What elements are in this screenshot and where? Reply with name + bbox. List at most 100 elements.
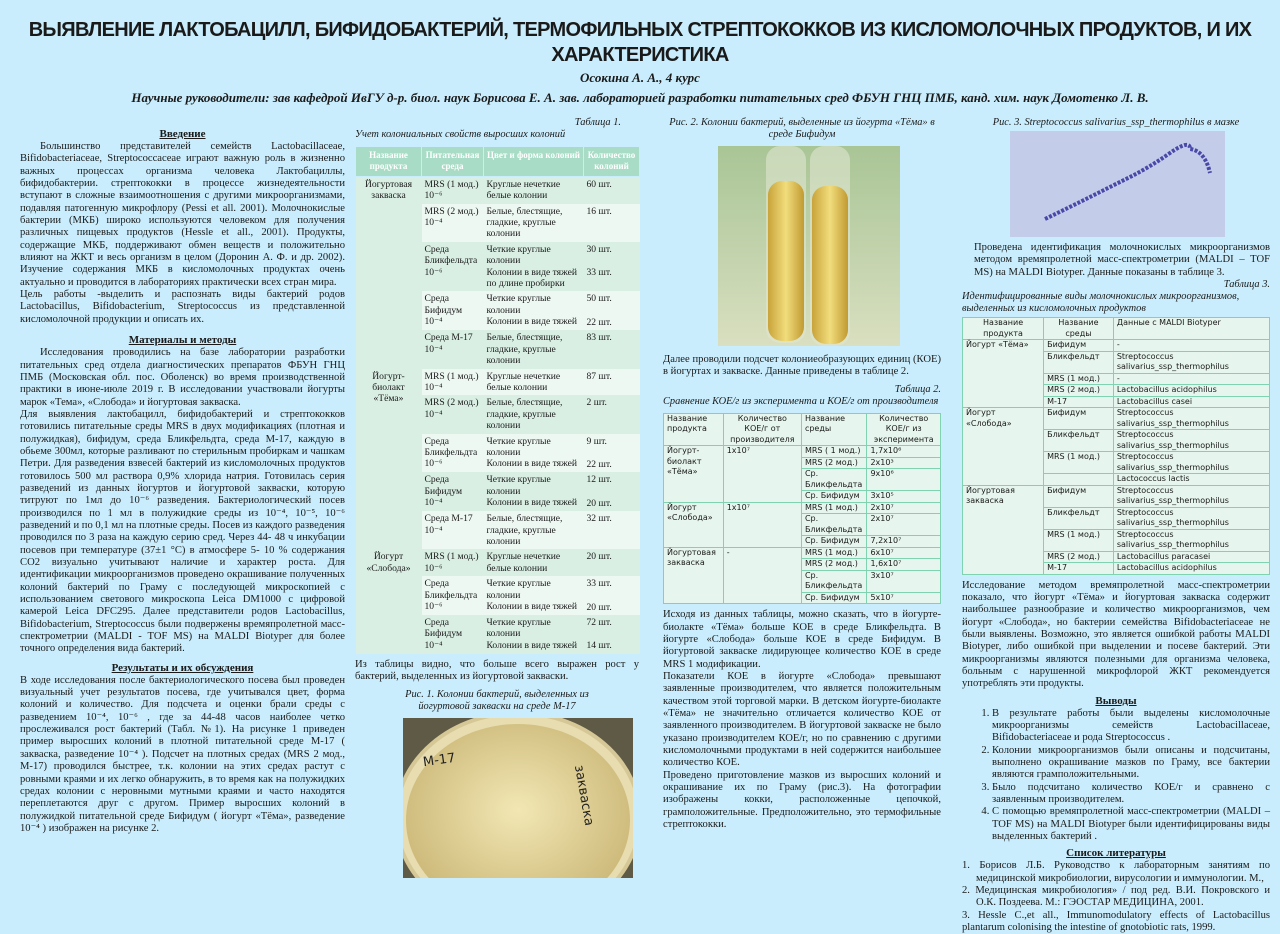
count-value: 16 шт. — [586, 205, 612, 217]
table-row: Ср. Бликфельдта 3x10⁷ — [664, 569, 941, 593]
product-cell: Йогуртовая закваска — [355, 176, 422, 369]
description-line: Белые, блестящие, гладкие, круглые колон… — [486, 205, 563, 240]
description-line: Круглые нечеткие белые колонии — [486, 370, 561, 393]
maldi-result-cell: Streptococcus salivarius_ssp_thermophilu… — [1112, 506, 1271, 530]
column-header: Данные с MALDI Biotyper — [1112, 317, 1271, 341]
maldi-discussion: Исследование методом времяпролетной масс… — [962, 579, 1270, 690]
table-row: Йогурт «Слобода» MRS (1 мод.) 10⁻⁶ Круглые… — [355, 549, 640, 654]
column-header: Количество КОЕ/г из эксперимента — [866, 412, 941, 447]
declared-cfu-cell — [722, 569, 802, 593]
aim-paragraph: Цель работы -выделить и распознать виды … — [20, 289, 345, 325]
table-row: MRS (1 мод.) Streptococcus salivarius_ssp… — [963, 451, 1271, 475]
description-line: Четкие круглые колонии — [486, 435, 551, 458]
table-row: Среда Бифидум 10⁻⁴ Четкие круглые колонии… — [356, 615, 640, 654]
medium-cell: Среда Бифидум 10⁻⁴ — [421, 472, 484, 512]
test-tubes-photo — [718, 146, 900, 346]
streptococcus-chain-illustration — [1010, 131, 1225, 237]
table3-label: Таблица 3. — [1223, 279, 1270, 291]
maldi-result-cell: Lactobacillus acidophilus — [1112, 562, 1271, 575]
cfu-discussion: Исходя из данных таблицы, можно сказать,… — [663, 609, 941, 831]
declared-cfu-cell — [722, 490, 802, 503]
conclusion-item: В результате работы были выделены кислом… — [992, 708, 1270, 745]
medium-cell: Среда Бликфельдта 10⁻⁶ — [421, 433, 484, 473]
maldi-result-cell: Lactobacillus casei — [1112, 395, 1271, 409]
column-header: Название продукта — [663, 412, 724, 447]
medium-cell: Среда Бифидум 10⁻⁴ — [421, 291, 484, 331]
description-line: Четкие круглые колонии — [486, 578, 551, 601]
column-header: Питательная среда — [421, 146, 484, 177]
description-line: Колонии в виде тяжей — [486, 458, 577, 470]
column-2: Таблица 1. Учет колониальных свойств выр… — [355, 117, 640, 878]
microscopy-photo — [1010, 131, 1225, 237]
description-line: Колонии в виде тяжей — [486, 601, 577, 612]
table-row: Среда М-17 10⁻⁴ Белые, блестящие, гладкие… — [356, 330, 640, 369]
medium-cell: MRS (1 мод.) — [800, 501, 868, 515]
colony-properties-table: Название продукта Питательная среда Цвет и… — [355, 146, 640, 654]
medium-cell: MRS ( 1 мод.) — [800, 445, 868, 458]
description-line: Четкие круглые колонии — [486, 617, 551, 640]
description-line: Четкие круглые колонии — [486, 293, 551, 316]
count-value: 33 шт. — [586, 578, 612, 590]
medium-cell: Ср. Бликфельдта — [800, 468, 868, 492]
maldi-result-cell: Lactobacillus acidophilus — [1112, 384, 1271, 397]
medium-cell — [1043, 473, 1114, 486]
count-value: 2 шт. — [586, 397, 607, 409]
table-row: Йогуртовая закваска - MRS (1 мод.) 6x10⁷ — [663, 546, 941, 605]
references-heading: Список литературы — [1066, 847, 1166, 860]
declared-cfu-cell — [722, 456, 802, 469]
cfu-paragraph: Исходя из данных таблицы, можно сказать,… — [663, 609, 941, 670]
count-cell: 16 шт. — [583, 203, 640, 242]
count-cell: 2 шт. — [583, 395, 640, 434]
reference-item: 2. Медицинская микробиология» / под ред.… — [962, 885, 1270, 909]
count-value: 14 шт. — [586, 640, 612, 652]
description-line: Колонии в виде тяжей по длине пробирки — [486, 266, 577, 290]
table-header-row: Название продукта Питательная среда Цвет и… — [355, 146, 640, 177]
count-cell: 30 шт. 33 шт. — [583, 241, 640, 292]
maldi-result-cell: Streptococcus salivarius_ssp_thermophilu… — [1112, 484, 1271, 508]
table-row: Йогурт «Тёма» Бифидум - — [961, 339, 1271, 409]
medium-cell: MRS (2 мод.) 10⁻⁴ — [421, 395, 484, 434]
table-row: Среда Бифидум 10⁻⁴ Четкие круглые колонии… — [356, 291, 640, 331]
experimental-cfu-cell: 5x10⁷ — [866, 591, 941, 605]
table-row: MRS (2 мод.) 10⁻⁴ Белые, блестящие, гладк… — [356, 203, 640, 242]
test-tubes-illustration — [718, 146, 900, 346]
table-row: MRS (2 мод.) 10⁻⁴ Белые, блестящие, гладк… — [356, 395, 640, 434]
medium-cell: Среда Бликфельдта 10⁻⁶ — [421, 241, 484, 292]
medium-cell: Среда Бликфельдта 10⁻⁶ — [421, 576, 484, 615]
description-cell: Четкие круглые колонии Колонии в виде тяж… — [483, 472, 584, 512]
description-line: Белые, блестящие, гладкие, круглые колон… — [486, 397, 563, 432]
column-3: Рис. 2. Колонии бактерий, выделенные из … — [663, 117, 941, 831]
product-cell: Йогуртовая закваска — [663, 546, 724, 605]
table-row: Йогурт-биолакт «Тёма» MRS (1 мод.) 10⁻⁴ Кр… — [355, 368, 640, 550]
description-line: Круглые нечеткие белые колонии — [486, 551, 561, 574]
description-cell: Четкие круглые колонии Колонии в виде тяж… — [483, 433, 584, 473]
medium-cell: Бликфельдт — [1043, 429, 1114, 453]
experimental-cfu-cell: 3x10⁵ — [866, 490, 941, 503]
conclusions-heading: Выводы — [1095, 694, 1137, 707]
count-cell: 32 шт. — [583, 511, 640, 550]
table-header-row: Название продукта Название среды Данные с … — [961, 317, 1271, 341]
declared-cfu-cell — [722, 535, 802, 548]
results-heading: Результаты и их обсуждения — [111, 661, 254, 674]
medium-cell: MRS (1 мод.) — [1043, 528, 1114, 552]
medium-cell: М-17 — [1043, 562, 1114, 575]
table-row: Ср. Бликфельдта 9x10⁶ — [664, 468, 941, 492]
fig1-caption: Рис. 1. Колонии бактерий, выделенных из … — [405, 688, 589, 712]
medium-cell: MRS (2 мод.) — [1043, 384, 1114, 397]
table2-label: Таблица 2. — [894, 383, 941, 395]
table-row: Йогурт-биолакт «Тёма» 1x10⁷ MRS ( 1 мод.) 1… — [663, 445, 941, 503]
product-cell: Йогуртовая закваска — [961, 484, 1045, 575]
declared-cfu-cell — [722, 558, 802, 571]
count-value: 72 шт. — [586, 617, 612, 628]
methods-heading: Материалы и методы — [128, 334, 237, 347]
fig2-caption: Рис. 2. Колонии бактерий, выделенные из … — [669, 117, 935, 140]
experimental-cfu-cell: 1,6x10⁷ — [866, 558, 941, 571]
medium-cell: MRS (1 мод.) 10⁻⁴ — [421, 368, 484, 396]
table2-caption: Сравнение КОЕ/г из эксперимента и КОЕ/г … — [663, 395, 939, 407]
medium-cell: Ср. Бликфельдта — [800, 569, 868, 593]
count-value: 87 шт. — [586, 370, 612, 382]
count-cell: 9 шт. 22 шт. — [583, 433, 640, 473]
table-row: Среда М-17 10⁻⁴ Белые, блестящие, гладкие… — [356, 511, 640, 550]
maldi-table: Название продукта Название среды Данные с … — [961, 317, 1271, 575]
description-cell: Круглые нечеткие белые колонии — [483, 549, 584, 577]
